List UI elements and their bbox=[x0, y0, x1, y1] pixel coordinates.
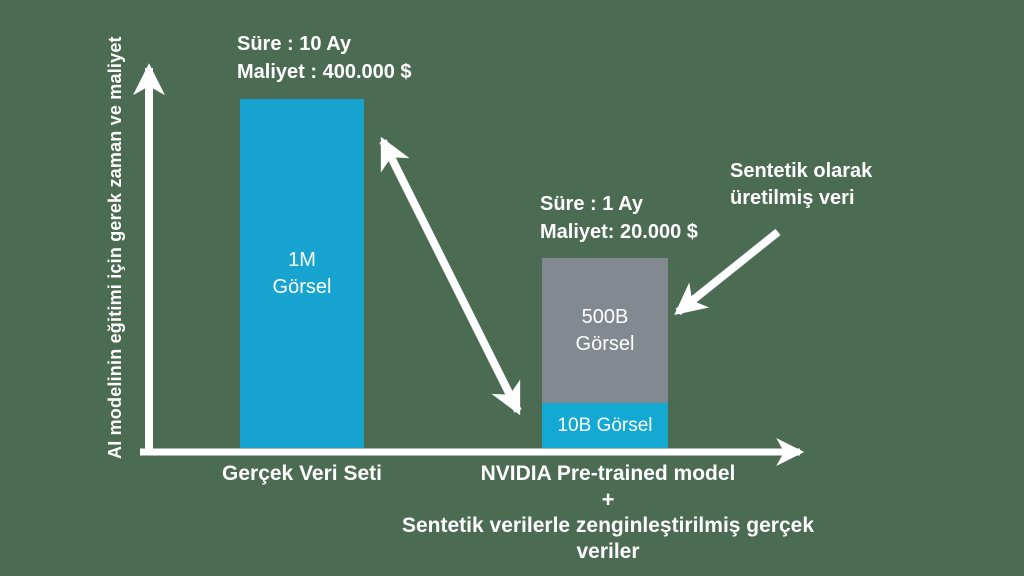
x-label-real-dataset: Gerçek Veri Seti bbox=[222, 462, 382, 485]
bar2-annotation: Süre : 1 Ay Maliyet: 20.000 $ bbox=[540, 190, 698, 246]
bar-segment-synthetic-label-count: 500B bbox=[581, 305, 629, 328]
bar1-annotation-duration: Süre : 10 Ay bbox=[237, 33, 352, 55]
x-label-pretrained-line1: NVIDIA Pre-trained model bbox=[480, 462, 736, 485]
x-label-plus-sign: + bbox=[601, 487, 615, 512]
bar-real-dataset-label-unit: Görsel bbox=[272, 275, 332, 298]
bar-segment-synthetic-label: 500B Görsel bbox=[576, 304, 635, 358]
bar-segment-real-label: 10B Görsel bbox=[557, 415, 653, 436]
bar-real-dataset-label-count: 1M bbox=[288, 248, 316, 271]
bar1-annotation: Süre : 10 Ay Maliyet : 400.000 $ bbox=[237, 30, 412, 86]
bar2-annotation-duration: Süre : 1 Ay bbox=[540, 193, 643, 215]
bar-real-dataset-label: 1M Görsel bbox=[273, 247, 332, 301]
y-axis-label: AI modelinin eğitimi için gerek zaman ve… bbox=[105, 36, 125, 459]
bar1-annotation-cost: Maliyet : 400.000 $ bbox=[237, 61, 412, 83]
x-label-pretrained-model: NVIDIA Pre-trained model + Sentetik veri… bbox=[398, 461, 818, 565]
synthetic-data-callout: Sentetik olarak üretilmiş veri bbox=[730, 158, 872, 212]
bar-real-dataset: 1M Görsel bbox=[240, 99, 364, 448]
synthetic-data-callout-line1: Sentetik olarak bbox=[730, 160, 873, 182]
bar-segment-synthetic-label-unit: Görsel bbox=[575, 332, 635, 355]
bar-segment-synthetic: 500B Görsel bbox=[542, 258, 668, 403]
decrease-double-arrow bbox=[379, 136, 522, 416]
synthetic-data-callout-line2: üretilmiş veri bbox=[730, 187, 855, 209]
bar2-annotation-cost: Maliyet: 20.000 $ bbox=[540, 221, 698, 243]
bar-pretrained-model: 500B Görsel 10B Görsel bbox=[542, 258, 668, 448]
bar-segment-real: 10B Görsel bbox=[542, 403, 668, 448]
x-label-pretrained-line3: Sentetik verilerle zenginleştirilmiş ger… bbox=[401, 514, 815, 563]
